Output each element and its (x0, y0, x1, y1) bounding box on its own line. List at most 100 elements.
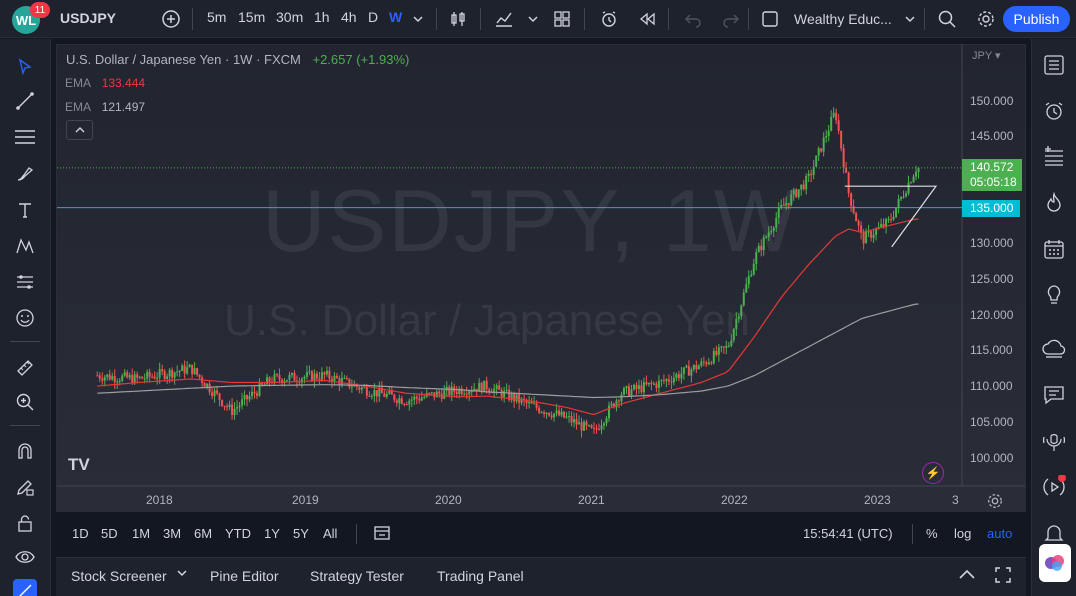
range-5y[interactable]: 5Y (293, 526, 309, 541)
eye-icon[interactable] (13, 545, 37, 569)
range-3m[interactable]: 3M (163, 526, 182, 541)
ema-legend-1[interactable]: EMA 133.444 (65, 76, 145, 90)
chevron-down-icon[interactable] (899, 8, 921, 30)
search-icon[interactable] (936, 8, 958, 30)
chevron-down-icon[interactable] (407, 8, 429, 30)
range-5d[interactable]: 5D (101, 526, 118, 541)
undo-icon[interactable] (682, 8, 704, 30)
range-1m[interactable]: 1M (132, 526, 151, 541)
compare-add-icon[interactable] (160, 8, 182, 30)
ema-value: 133.444 (101, 76, 146, 90)
ideas-lightbulb-icon[interactable] (1042, 283, 1066, 307)
chat-icon[interactable] (1042, 383, 1066, 407)
brush-icon[interactable] (13, 162, 37, 186)
price-tick-label: 150.000 (970, 93, 1014, 108)
gear-icon[interactable] (986, 492, 1004, 515)
candles-icon[interactable] (447, 8, 469, 30)
pattern-icon[interactable] (13, 234, 37, 258)
alarm-clock-icon[interactable] (1042, 99, 1066, 123)
interval-5m[interactable]: 5m (207, 9, 227, 25)
replay-icon[interactable] (636, 8, 658, 30)
interval-1h[interactable]: 1h (314, 9, 330, 25)
time-tick-label: 2020 (435, 493, 462, 507)
price-tick-label: 120.000 (970, 307, 1014, 322)
indicators-icon[interactable] (493, 8, 515, 30)
cursor-icon[interactable] (13, 55, 37, 79)
text-icon[interactable] (13, 198, 37, 222)
chevron-up-icon[interactable] (958, 567, 976, 583)
ema-label: EMA (65, 100, 91, 114)
percent-toggle[interactable]: % (926, 526, 938, 541)
notification-bell-icon[interactable] (1042, 521, 1066, 545)
interval-d[interactable]: D (368, 9, 379, 25)
ema-legend-2[interactable]: EMA 121.497 (65, 100, 145, 114)
symbol-search[interactable]: USDJPY (60, 10, 117, 26)
lock-icon[interactable] (13, 511, 37, 535)
interval-4h[interactable]: 4h (341, 9, 357, 25)
horizontal-lines-icon[interactable] (13, 125, 37, 149)
range-6m[interactable]: 6M (194, 526, 213, 541)
divider (668, 8, 669, 30)
log-toggle[interactable]: log (954, 526, 972, 541)
tab-pine-editor[interactable]: Pine Editor (210, 568, 279, 584)
time-tick-label: 2019 (292, 493, 319, 507)
gear-icon[interactable] (975, 8, 997, 30)
chevron-down-icon[interactable] (522, 8, 544, 30)
broadcast-icon[interactable] (1042, 429, 1066, 453)
play-circle-icon[interactable] (1042, 475, 1066, 499)
ema-value: 121.497 (101, 100, 146, 114)
ai-assistant-icon[interactable] (1039, 544, 1071, 582)
data-window-icon[interactable] (1042, 144, 1066, 168)
magnet-icon[interactable] (13, 439, 37, 463)
redo-icon[interactable] (720, 8, 742, 30)
notification-badge: 11 (30, 2, 50, 18)
divider (912, 524, 913, 544)
time-tick-label: 2022 (721, 493, 748, 507)
time-tick-label: 3 (952, 493, 959, 507)
price-tick-label: 105.000 (970, 414, 1014, 429)
divider (10, 341, 40, 342)
calendar-icon[interactable] (1042, 237, 1066, 261)
time-tick-label: 2023 (864, 493, 891, 507)
interval-15m[interactable]: 15m (238, 9, 266, 25)
prediction-icon[interactable] (13, 270, 37, 294)
checkbox-icon[interactable] (759, 8, 781, 30)
tab-strategy-tester[interactable]: Strategy Tester (310, 568, 404, 584)
hotlist-fire-icon[interactable] (1042, 191, 1066, 215)
range-1d[interactable]: 1D (72, 526, 89, 541)
pencil-lock-icon[interactable] (13, 475, 37, 499)
range-1y[interactable]: 1Y (264, 526, 280, 541)
streams-icon[interactable] (1042, 337, 1066, 361)
layout-grid-icon[interactable] (551, 8, 573, 30)
ema-label: EMA (65, 76, 91, 90)
chevron-down-icon[interactable] (176, 566, 188, 582)
watchlist-icon[interactable] (1042, 53, 1066, 77)
range-ytd[interactable]: YTD (225, 526, 251, 541)
publish-button[interactable]: Publish (1003, 6, 1070, 32)
interval-30m[interactable]: 30m (276, 9, 304, 25)
interval-w[interactable]: W (389, 9, 403, 25)
hide-drawings-icon[interactable] (13, 579, 37, 596)
divider (924, 8, 925, 30)
price-tick-label: 110.000 (970, 379, 1013, 394)
ruler-icon[interactable] (13, 356, 37, 380)
range-all[interactable]: All (323, 526, 338, 541)
legend-collapse-button[interactable] (66, 120, 93, 140)
auto-toggle[interactable]: auto (987, 526, 1013, 541)
divider (748, 8, 749, 30)
chart-pane[interactable] (56, 44, 1026, 512)
layout-name[interactable]: Wealthy Educ... (794, 11, 892, 27)
alert-icon[interactable] (598, 8, 620, 30)
clock-time[interactable]: 15:54:41 (UTC) (803, 526, 893, 541)
emoji-icon[interactable] (13, 306, 37, 330)
lightning-icon[interactable]: ⚡ (922, 462, 944, 484)
zoom-in-icon[interactable] (13, 390, 37, 414)
chart-legend[interactable]: U.S. Dollar / Japanese Yen · 1W · FXCM +… (66, 52, 410, 67)
tab-trading-panel[interactable]: Trading Panel (437, 568, 524, 584)
tab-stock-screener[interactable]: Stock Screener (71, 568, 167, 584)
price-axis-currency[interactable]: JPY ▾ (972, 50, 1001, 62)
maximize-icon[interactable] (994, 566, 1012, 587)
trendline-icon[interactable] (13, 89, 37, 113)
goto-date-icon[interactable] (373, 524, 391, 545)
price-tick-label: 100.000 (970, 450, 1014, 465)
